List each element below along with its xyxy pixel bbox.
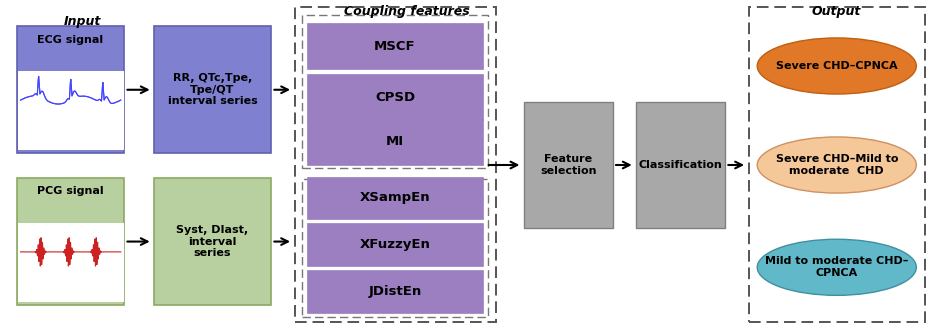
- Ellipse shape: [757, 38, 916, 94]
- FancyBboxPatch shape: [307, 177, 483, 219]
- Text: RR, QTc,Tpe,
Tpe/QT
interval series: RR, QTc,Tpe, Tpe/QT interval series: [168, 73, 257, 106]
- Text: Coupling features: Coupling features: [344, 5, 470, 18]
- FancyBboxPatch shape: [307, 223, 483, 266]
- FancyBboxPatch shape: [307, 23, 483, 69]
- Text: MI: MI: [386, 135, 404, 148]
- Ellipse shape: [757, 239, 916, 295]
- Text: ECG signal: ECG signal: [37, 35, 103, 45]
- FancyBboxPatch shape: [636, 102, 725, 228]
- Text: CPSD: CPSD: [375, 91, 415, 104]
- Bar: [18, 223, 124, 302]
- Text: PCG signal: PCG signal: [37, 186, 104, 196]
- Text: Input: Input: [64, 15, 101, 28]
- Text: Syst, DIast,
interval
series: Syst, DIast, interval series: [176, 225, 249, 258]
- Text: MSCF: MSCF: [374, 40, 416, 53]
- Text: Classification: Classification: [638, 160, 723, 170]
- FancyBboxPatch shape: [154, 26, 271, 153]
- Bar: [18, 71, 124, 150]
- FancyBboxPatch shape: [307, 270, 483, 313]
- FancyBboxPatch shape: [524, 102, 613, 228]
- Ellipse shape: [757, 137, 916, 193]
- Text: XSampEn: XSampEn: [359, 191, 431, 205]
- FancyBboxPatch shape: [307, 119, 483, 165]
- Text: XFuzzyEn: XFuzzyEn: [359, 238, 431, 251]
- Text: Severe CHD–CPNCA: Severe CHD–CPNCA: [776, 61, 898, 71]
- Text: Severe CHD–Mild to
moderate  CHD: Severe CHD–Mild to moderate CHD: [776, 154, 898, 176]
- FancyBboxPatch shape: [17, 26, 124, 153]
- Text: Mild to moderate CHD–
CPNCA: Mild to moderate CHD– CPNCA: [765, 256, 909, 278]
- Text: JDistEn: JDistEn: [369, 285, 421, 298]
- Text: Output: Output: [812, 5, 860, 18]
- FancyBboxPatch shape: [17, 178, 124, 305]
- Text: Feature
selection: Feature selection: [540, 154, 596, 176]
- FancyBboxPatch shape: [154, 178, 271, 305]
- FancyBboxPatch shape: [307, 74, 483, 120]
